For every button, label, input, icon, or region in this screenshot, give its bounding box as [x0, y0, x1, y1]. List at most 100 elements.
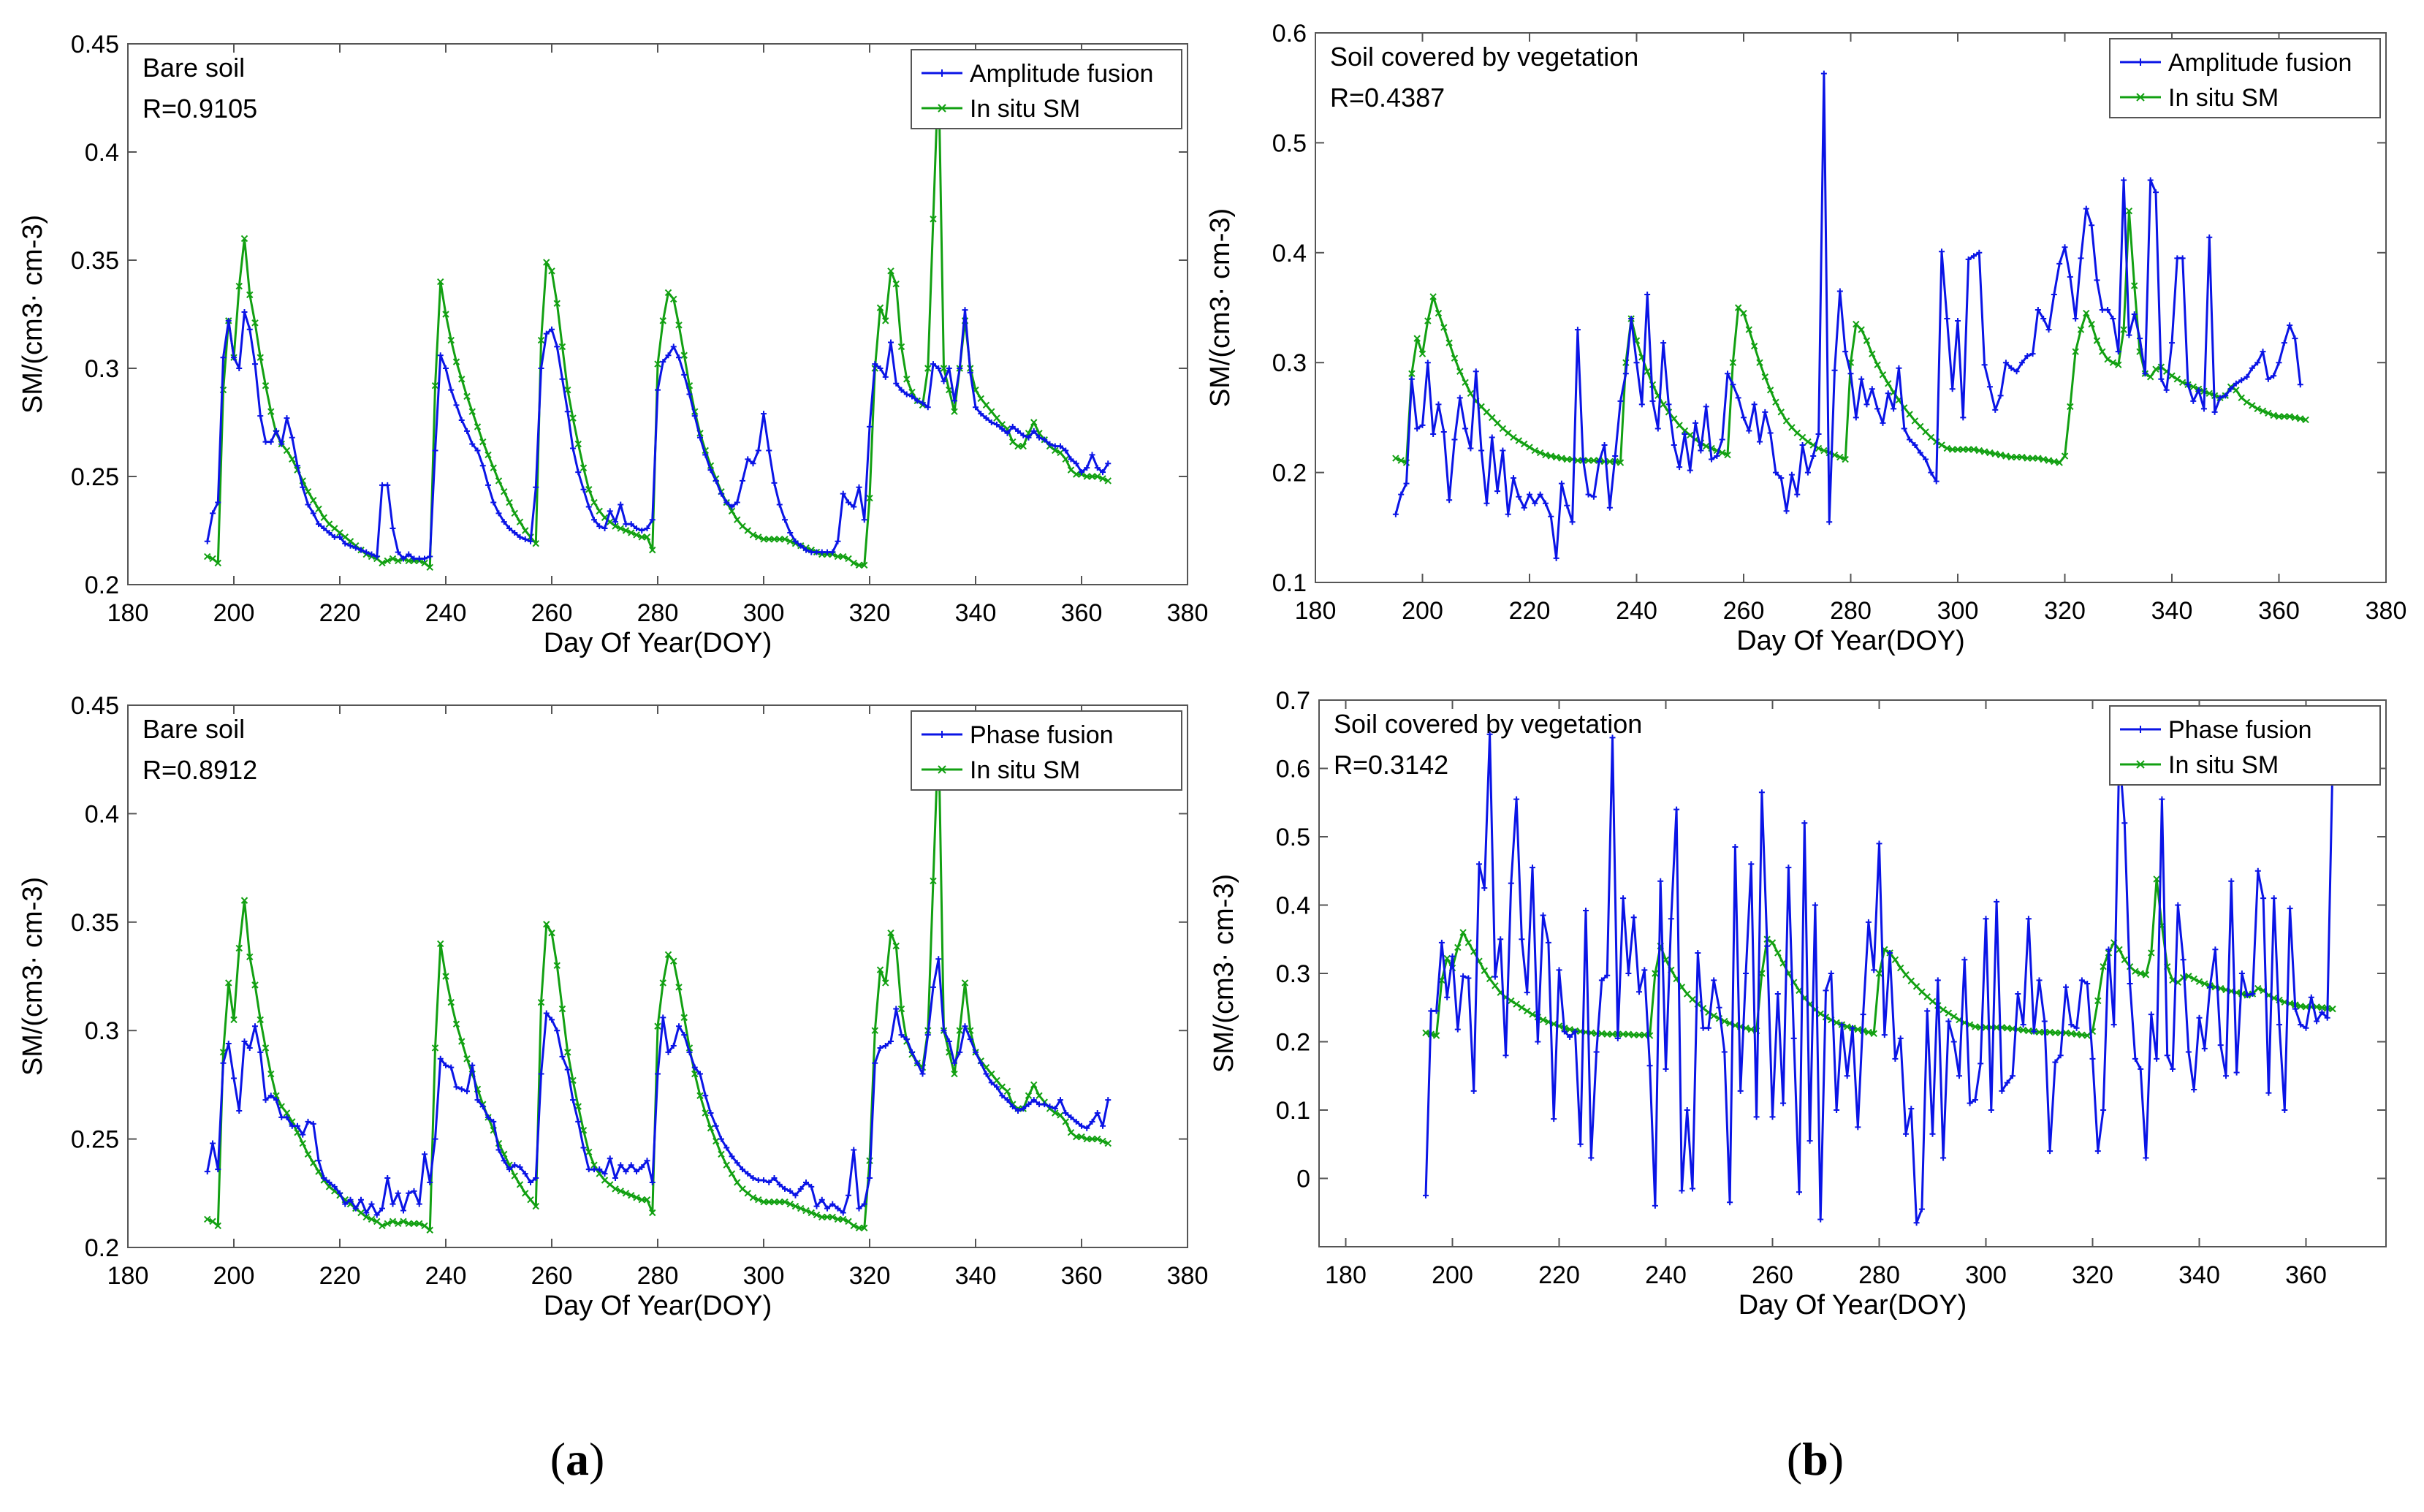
data-point — [2127, 981, 2133, 987]
data-point — [1842, 455, 1849, 463]
legend: Amplitude fusion In situ SM — [2109, 38, 2381, 118]
plot-area-frame — [1318, 699, 2387, 1247]
data-point — [395, 549, 401, 555]
data-point — [569, 414, 577, 422]
data-point — [2195, 978, 2203, 985]
data-point — [2205, 390, 2213, 398]
data-point — [808, 1209, 815, 1217]
data-point — [506, 525, 512, 532]
data-point — [1901, 425, 1907, 432]
data-point — [304, 1150, 312, 1158]
data-point — [755, 1196, 762, 1204]
data-point — [2233, 1069, 2240, 1076]
data-point — [1569, 519, 1576, 525]
data-point — [749, 1194, 757, 1201]
data-point — [495, 477, 503, 485]
x-tick-label: 340 — [955, 1262, 997, 1290]
data-point — [840, 490, 846, 497]
data-point — [1700, 1025, 1706, 1031]
data-point — [516, 1181, 524, 1188]
data-point — [2195, 387, 2202, 393]
series-fusion — [204, 307, 1112, 562]
data-point — [1052, 447, 1059, 455]
data-point — [241, 1038, 248, 1045]
data-point — [2291, 414, 2299, 422]
data-point — [2276, 1022, 2282, 1028]
data-point — [835, 1205, 841, 1212]
data-point — [2254, 360, 2261, 366]
y-tick-label: 0.35 — [71, 247, 119, 275]
data-point — [1671, 442, 1677, 448]
data-point — [469, 1062, 476, 1068]
data-point — [304, 488, 312, 495]
data-point — [2094, 277, 2100, 284]
data-point — [389, 1217, 397, 1226]
data-point — [1476, 861, 1482, 867]
data-point — [1020, 432, 1027, 438]
data-point — [813, 549, 820, 555]
data-point — [210, 1140, 216, 1147]
data-point — [786, 538, 794, 545]
data-point — [1403, 480, 1410, 487]
data-point — [1911, 417, 1919, 425]
data-point — [691, 1070, 699, 1078]
data-point — [1609, 734, 1616, 741]
data-point — [1004, 430, 1011, 436]
data-point — [591, 517, 597, 523]
data-point — [1820, 447, 1828, 455]
data-point — [861, 517, 867, 523]
x-tick-label: 320 — [2072, 1261, 2113, 1289]
data-point — [517, 533, 523, 540]
data-point — [310, 510, 316, 517]
data-point — [1858, 326, 1865, 333]
data-point — [590, 498, 598, 506]
data-point — [2041, 1018, 2048, 1025]
data-point — [903, 391, 910, 398]
data-point — [707, 1125, 715, 1132]
data-point — [2238, 394, 2245, 402]
data-point — [994, 1084, 1000, 1090]
data-point — [2260, 895, 2267, 902]
data-point — [1865, 1028, 1872, 1036]
data-point — [2051, 457, 2058, 466]
data-point — [1756, 438, 1763, 445]
panel-annotation-r: R=0.3142 — [1334, 750, 1448, 780]
data-point — [1913, 1220, 1920, 1226]
data-point — [1705, 1025, 1711, 1031]
data-point — [1063, 1109, 1069, 1116]
data-point — [1454, 1026, 1461, 1033]
data-point — [1619, 1030, 1627, 1038]
data-point — [2287, 905, 2293, 912]
data-point — [559, 376, 566, 382]
data-point — [1532, 500, 1538, 506]
data-point — [686, 391, 693, 398]
y-tick-label: 0.45 — [71, 31, 119, 58]
data-point — [464, 1088, 470, 1095]
x-tick-label: 200 — [213, 1262, 255, 1290]
data-point — [2024, 353, 2031, 360]
data-point — [2223, 1073, 2229, 1079]
data-point — [596, 523, 603, 530]
data-point — [2024, 455, 2031, 462]
data-point — [2169, 340, 2175, 346]
data-point — [2019, 1026, 2027, 1034]
data-point — [1871, 967, 1877, 973]
data-point — [554, 343, 561, 350]
x-tick-label: 260 — [531, 599, 573, 627]
data-point — [1812, 902, 1818, 908]
data-point — [1836, 453, 1844, 461]
data-point — [707, 467, 714, 474]
data-point — [973, 1049, 979, 1055]
data-point — [892, 942, 900, 950]
data-point — [432, 1136, 438, 1142]
data-point — [872, 1060, 878, 1066]
data-point — [2132, 968, 2139, 975]
data-point — [2008, 365, 2015, 371]
data-point — [702, 452, 709, 458]
data-point — [797, 542, 804, 549]
data-point — [230, 1016, 238, 1024]
data-point — [787, 529, 794, 536]
data-point — [1628, 316, 1635, 322]
data-point — [1887, 949, 1893, 956]
data-point — [395, 1190, 401, 1196]
